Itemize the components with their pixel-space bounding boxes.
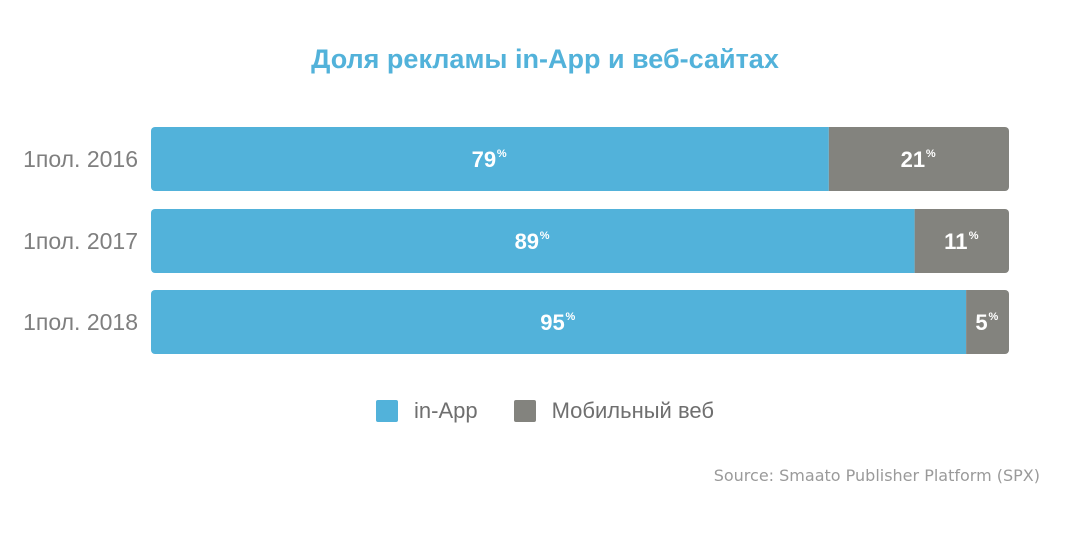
legend-label-in-app: in-App (414, 398, 478, 423)
data-label: 5 (975, 310, 987, 335)
category-label: 1пол. 2018 (23, 309, 138, 335)
legend-item-in-app: in-App (376, 398, 478, 424)
percent-sign: % (497, 148, 507, 160)
legend-item-mobile-web: Мобильный веб (513, 398, 714, 424)
percent-sign: % (989, 311, 999, 323)
category-label: 1пол. 2017 (23, 228, 138, 254)
source-note: Source: Smaato Publisher Platform (SPX) (713, 466, 1040, 485)
bar-segment-in-app (151, 209, 915, 273)
bar-segment-in-app (151, 127, 829, 191)
legend-swatch-mobile-web (513, 400, 536, 422)
percent-sign: % (566, 311, 576, 323)
percent-sign: % (926, 148, 936, 160)
legend-swatch-in-app (376, 400, 398, 422)
bar-segment-in-app (151, 290, 967, 354)
bar-segment-mobile-web (966, 290, 1009, 354)
bar-segment-mobile-web (914, 209, 1009, 273)
legend: in-App Мобильный веб (0, 398, 1090, 424)
category-label: 1пол. 2016 (23, 146, 138, 172)
data-label: 79 (472, 147, 496, 172)
chart-title: Доля рекламы in-App и веб-сайтах (311, 44, 779, 74)
data-label: 95 (540, 310, 564, 335)
legend-label-mobile-web: Мобильный веб (551, 398, 714, 423)
stacked-bar-chart: 1пол. 2016 79% 21 %1пол. 2017 89% 11 %1пол. 20… (23, 127, 1009, 354)
data-label: 11 (944, 229, 967, 254)
percent-sign: % (540, 230, 550, 242)
bar-segment-mobile-web (828, 127, 1009, 191)
data-label: 89 (515, 229, 539, 254)
percent-sign: % (969, 230, 979, 242)
data-label: 21 (901, 147, 925, 172)
